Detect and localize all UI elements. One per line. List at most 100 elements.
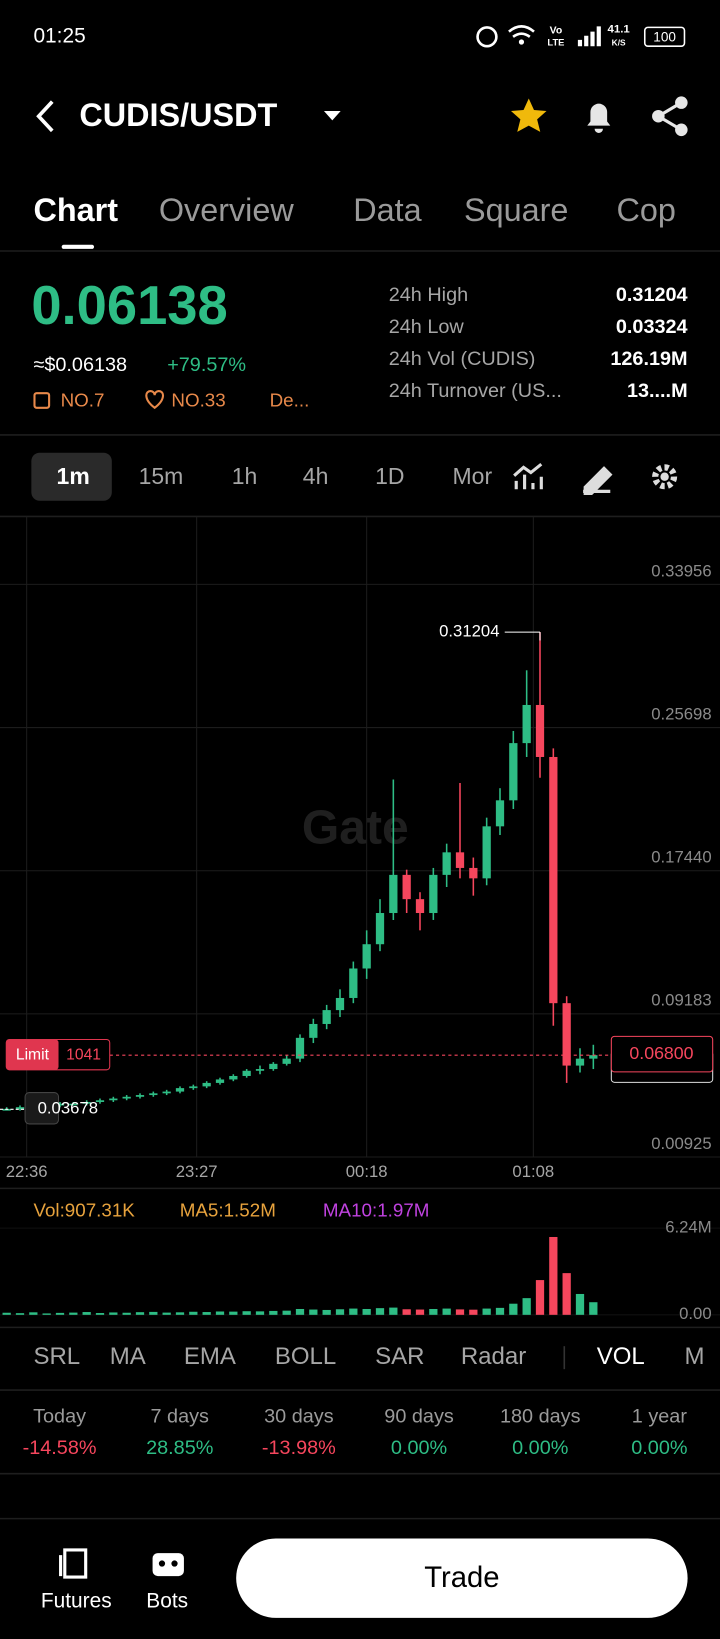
stat-label: 24h Low bbox=[389, 316, 465, 338]
volume-bar bbox=[162, 1312, 171, 1315]
net-speed: 41.1 bbox=[607, 24, 630, 36]
indicator-icon[interactable] bbox=[513, 462, 543, 490]
volume-bar bbox=[535, 1280, 545, 1315]
trade-button[interactable] bbox=[236, 1538, 688, 1618]
volume-bar bbox=[2, 1312, 11, 1315]
volume-bar bbox=[229, 1311, 238, 1315]
tab[interactable]: Square bbox=[464, 192, 568, 228]
bots-icon[interactable] bbox=[152, 1553, 184, 1577]
battery bbox=[643, 26, 686, 47]
candle-body bbox=[509, 743, 518, 801]
candle-body bbox=[322, 1010, 331, 1024]
alert-bell[interactable] bbox=[587, 103, 611, 133]
timeframe[interactable]: 1D bbox=[375, 463, 404, 489]
futures-label[interactable]: Futures bbox=[41, 1590, 112, 1613]
candle-body bbox=[375, 913, 385, 945]
timeframe[interactable]: Mor bbox=[453, 463, 493, 489]
volume-bar bbox=[122, 1312, 131, 1315]
bots-eye bbox=[171, 1560, 178, 1567]
volume-bar bbox=[575, 1293, 585, 1315]
candle-body bbox=[109, 1098, 118, 1101]
candle-body bbox=[589, 1055, 598, 1059]
period-change: 0.00% bbox=[391, 1437, 447, 1459]
indicator[interactable]: SAR bbox=[375, 1343, 424, 1370]
candle-body bbox=[389, 874, 398, 914]
stat-value: 0.03324 bbox=[616, 316, 688, 338]
low-marker-box[interactable] bbox=[24, 1092, 60, 1125]
back-button[interactable] bbox=[36, 100, 54, 133]
volume-bar bbox=[455, 1309, 465, 1315]
signal-icon bbox=[577, 26, 601, 47]
pair-title[interactable]: CUDIS/USDT bbox=[79, 97, 277, 133]
tab[interactable]: Data bbox=[353, 192, 421, 228]
candle-body bbox=[482, 826, 491, 879]
timeframe[interactable]: 15m bbox=[139, 463, 184, 489]
settings-icon[interactable] bbox=[652, 464, 678, 490]
draw-icon[interactable] bbox=[583, 466, 613, 496]
volume-bar bbox=[562, 1273, 571, 1315]
x-tick-label: 00:18 bbox=[346, 1162, 388, 1181]
share-icon[interactable] bbox=[652, 96, 688, 137]
timeframe-selected-bg bbox=[31, 452, 112, 501]
indicator[interactable]: MA bbox=[110, 1343, 146, 1370]
fav-rank-icon bbox=[145, 390, 165, 410]
indicator[interactable]: M bbox=[684, 1343, 704, 1370]
volume-bar bbox=[549, 1236, 558, 1315]
indicator[interactable]: BOLL bbox=[275, 1343, 336, 1370]
high-label: 0.31204 bbox=[439, 622, 499, 641]
candle-body bbox=[269, 1063, 278, 1070]
wifi-icon bbox=[508, 25, 535, 38]
volume-bar bbox=[429, 1308, 438, 1315]
tab[interactable]: Chart bbox=[33, 192, 118, 228]
candle-body bbox=[535, 704, 545, 757]
candle-body bbox=[122, 1096, 131, 1099]
timeframe[interactable]: 1h bbox=[232, 463, 258, 489]
candle-body bbox=[242, 1070, 251, 1076]
indicator[interactable]: Radar bbox=[461, 1343, 526, 1370]
volume-bar bbox=[389, 1307, 398, 1315]
volume-legend: Vol:907.31K bbox=[33, 1199, 135, 1220]
indicator[interactable]: SRL bbox=[33, 1343, 80, 1370]
tab[interactable]: Overview bbox=[159, 192, 295, 228]
period-change: -13.98% bbox=[262, 1437, 336, 1459]
y-tick-label: 0.17440 bbox=[651, 848, 711, 867]
tag[interactable]: De... bbox=[270, 389, 310, 410]
fav-rank[interactable]: NO.33 bbox=[171, 389, 225, 410]
volume-bar bbox=[482, 1308, 491, 1315]
timeframe[interactable]: 4h bbox=[303, 463, 329, 489]
volume-bar bbox=[95, 1313, 105, 1315]
candle-body bbox=[402, 874, 411, 900]
volume-bar bbox=[189, 1311, 198, 1315]
volume-bar bbox=[15, 1313, 25, 1315]
last-price: 0.06138 bbox=[31, 275, 227, 336]
futures-icon[interactable] bbox=[59, 1548, 88, 1579]
indicator[interactable]: EMA bbox=[184, 1343, 236, 1370]
hot-rank[interactable]: NO.7 bbox=[61, 389, 105, 410]
candle-chart[interactable]: 0.33956 0.25698 0.17440 0.09183 0.00925 22:36… bbox=[0, 516, 720, 1181]
stats: 24h High 0.31204 24h Low 0.03324 24h Vol (CU… bbox=[389, 284, 688, 402]
volume-tick-label: 6.24M bbox=[665, 1218, 711, 1237]
trade-label[interactable]: Trade bbox=[424, 1562, 499, 1594]
battery-level: 100 bbox=[653, 29, 676, 44]
tab[interactable]: Cop bbox=[617, 192, 676, 228]
volume-bar bbox=[82, 1312, 91, 1315]
volume-tick-label: 0.00 bbox=[679, 1304, 712, 1323]
volume-bar bbox=[42, 1313, 51, 1315]
candle-body bbox=[69, 1103, 78, 1106]
indicator-bar: SRL MA EMA BOLL SAR Radar VOL M bbox=[33, 1343, 704, 1370]
bots-label[interactable]: Bots bbox=[146, 1590, 188, 1613]
favorite-star[interactable] bbox=[511, 98, 547, 132]
indicator[interactable]: VOL bbox=[597, 1343, 645, 1370]
candle-body bbox=[469, 867, 478, 879]
timeframe[interactable]: 1m bbox=[57, 463, 90, 489]
candle-body bbox=[149, 1093, 158, 1096]
volume-bar bbox=[175, 1312, 185, 1315]
candle-body bbox=[175, 1088, 185, 1092]
last-price-label: 0.06800 bbox=[629, 1043, 693, 1063]
candle-body bbox=[295, 1037, 305, 1059]
watermark: Gate bbox=[302, 801, 409, 855]
volume-bar bbox=[375, 1308, 385, 1315]
pair-dropdown[interactable] bbox=[323, 110, 341, 121]
limit-badge-left bbox=[6, 1039, 59, 1070]
